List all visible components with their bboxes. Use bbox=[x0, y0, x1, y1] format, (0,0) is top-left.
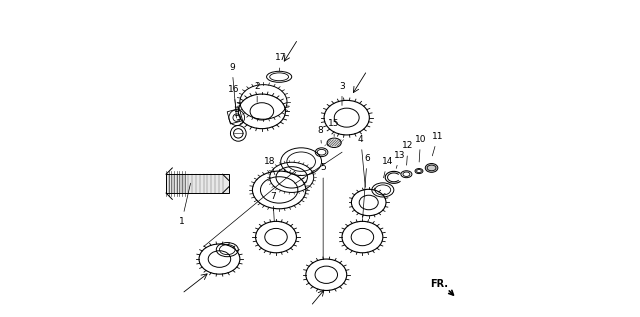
Text: 5: 5 bbox=[320, 164, 326, 259]
Text: 16: 16 bbox=[228, 85, 239, 112]
Text: 10: 10 bbox=[415, 135, 426, 162]
Text: 8: 8 bbox=[317, 126, 323, 143]
Text: 7: 7 bbox=[270, 192, 276, 222]
Ellipse shape bbox=[425, 164, 438, 172]
Text: 15: 15 bbox=[328, 120, 340, 137]
Text: 14: 14 bbox=[382, 157, 393, 178]
Bar bbox=[227, 108, 243, 124]
Text: 17: 17 bbox=[275, 54, 287, 71]
Text: 13: 13 bbox=[394, 151, 406, 168]
Text: 6: 6 bbox=[363, 154, 370, 219]
Text: 18: 18 bbox=[264, 157, 275, 175]
Text: FR.: FR. bbox=[431, 279, 449, 289]
Text: 4: 4 bbox=[358, 135, 365, 187]
Text: 3: 3 bbox=[339, 82, 345, 106]
Text: 9: 9 bbox=[229, 63, 237, 118]
Bar bbox=[166, 174, 229, 193]
Text: 1: 1 bbox=[179, 183, 191, 226]
Ellipse shape bbox=[327, 138, 341, 147]
Text: 12: 12 bbox=[403, 141, 413, 165]
Text: 2: 2 bbox=[254, 82, 260, 102]
Text: 11: 11 bbox=[432, 132, 444, 156]
